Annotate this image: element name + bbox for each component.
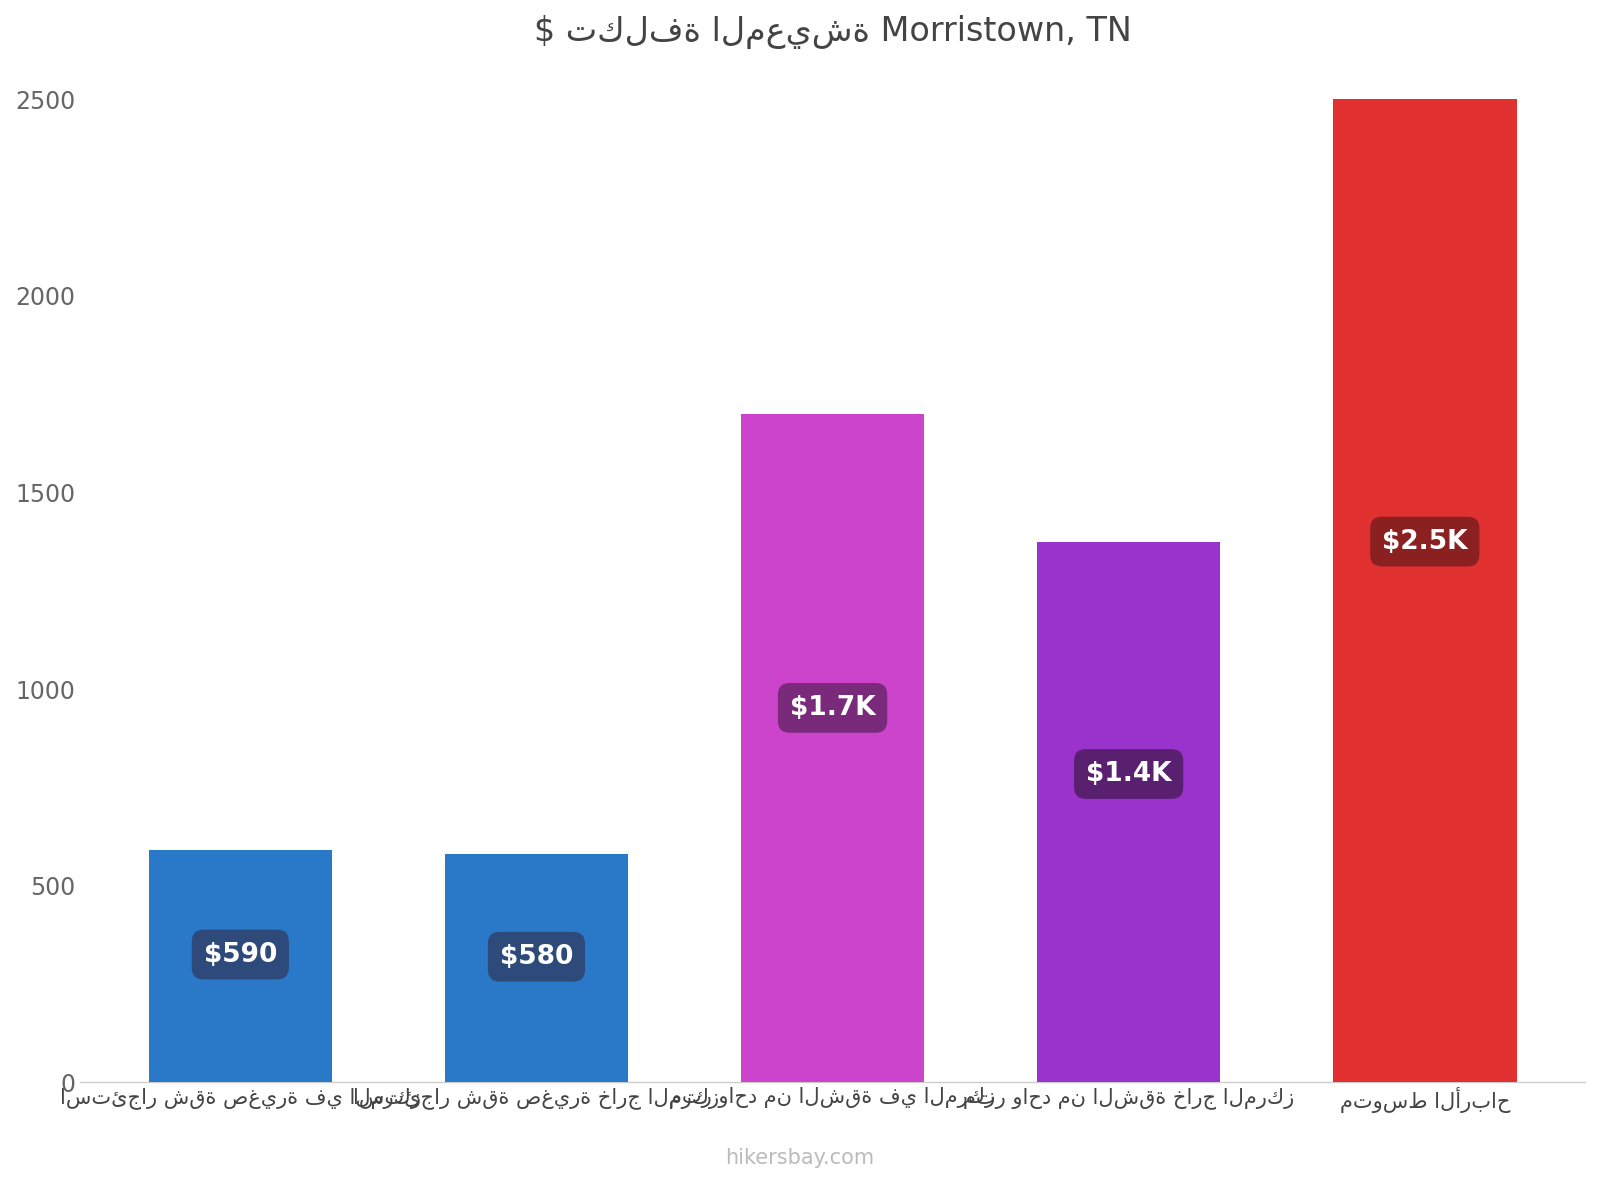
Text: $590: $590	[203, 942, 277, 967]
Text: $580: $580	[499, 943, 573, 970]
Text: hikersbay.com: hikersbay.com	[725, 1148, 875, 1168]
Title: $ تكلفة المعيشة Morristown, TN: $ تكلفة المعيشة Morristown, TN	[534, 14, 1131, 49]
Bar	[445, 854, 629, 1082]
Text: $1.7K: $1.7K	[790, 695, 875, 721]
Bar	[149, 850, 333, 1082]
Text: $2.5K: $2.5K	[1382, 528, 1467, 554]
Bar	[1333, 100, 1517, 1082]
Bar	[1037, 541, 1221, 1082]
Text: $1.4K: $1.4K	[1086, 761, 1171, 787]
Bar	[741, 414, 925, 1082]
